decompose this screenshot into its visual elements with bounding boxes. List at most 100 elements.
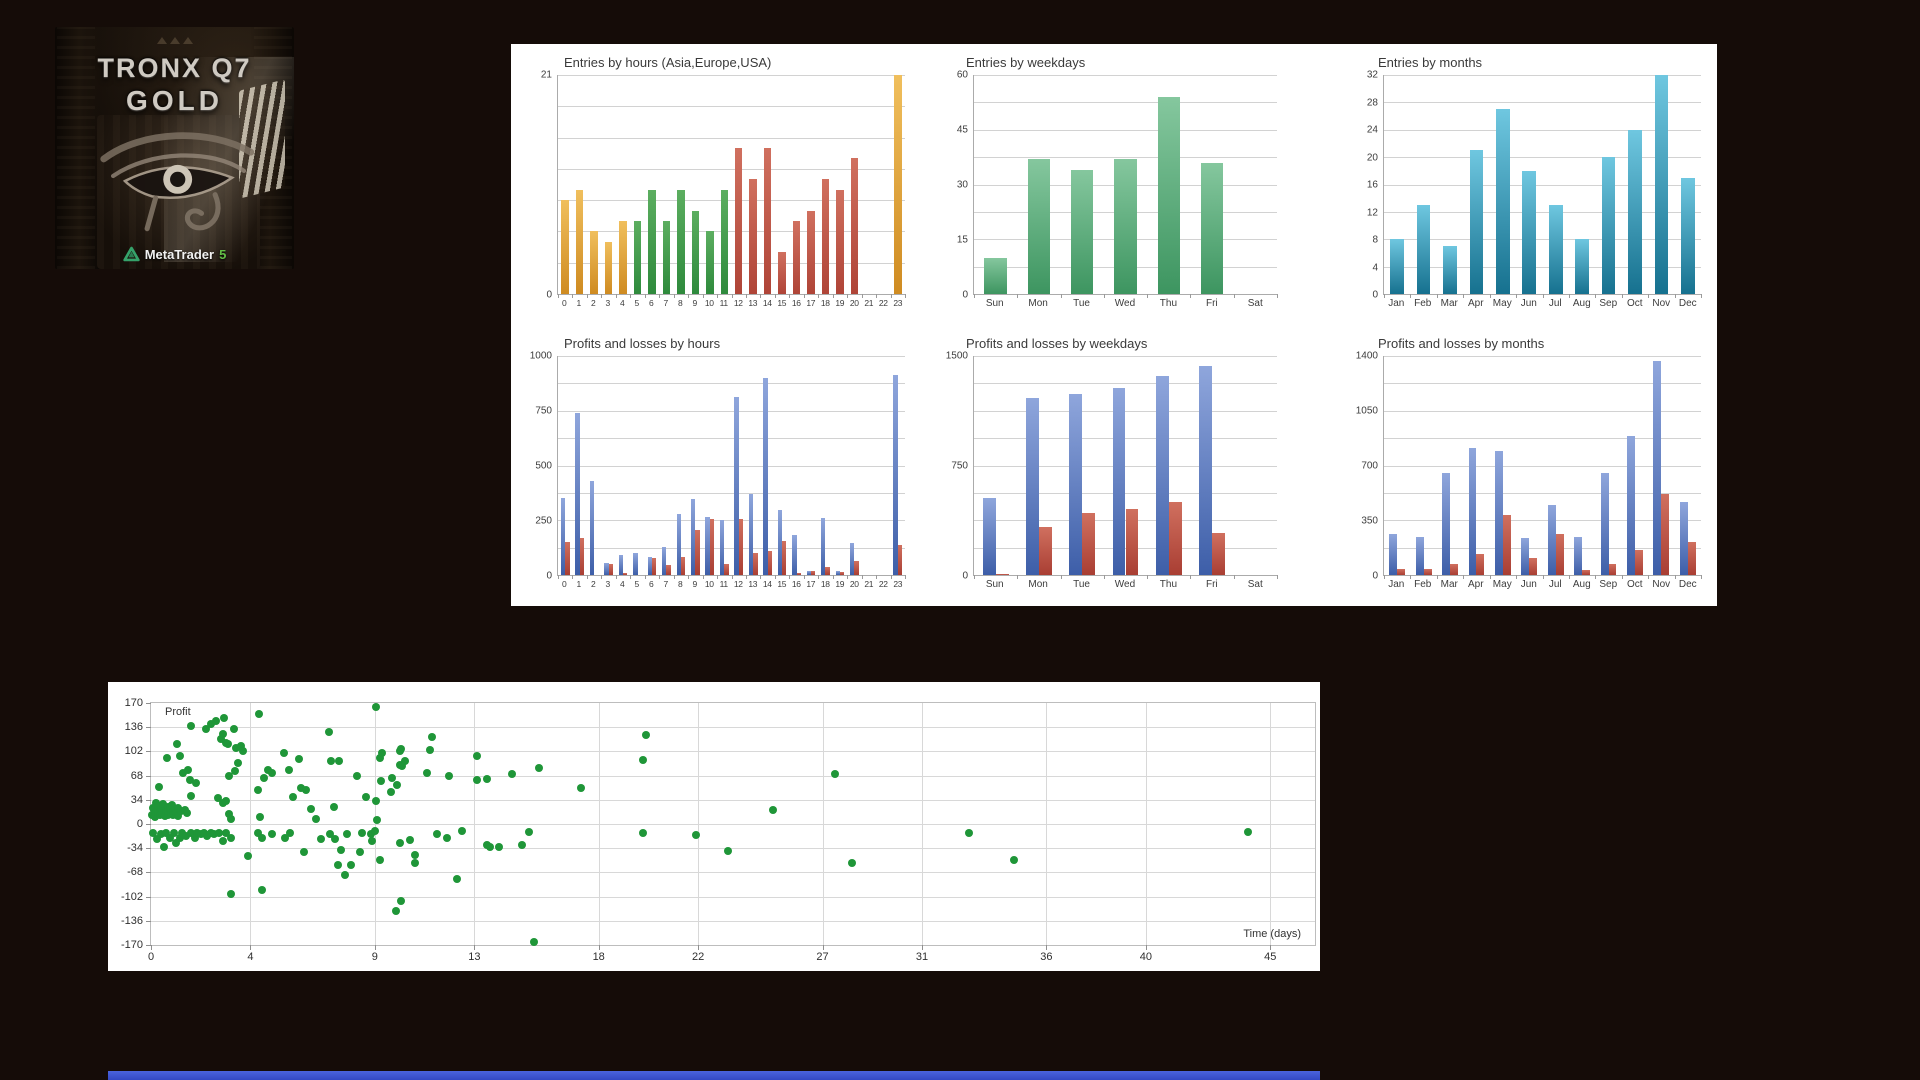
axis-tick xyxy=(803,575,805,579)
grid-line xyxy=(558,438,905,440)
x-axis-label: 12 xyxy=(733,579,743,589)
axis-tick xyxy=(146,945,151,946)
chart-pl-by-weekdays: Profits and losses by weekdays 1500 750 0 … xyxy=(935,325,1321,606)
scatter-point xyxy=(347,860,356,869)
scatter-point xyxy=(253,828,262,837)
axis-tick xyxy=(1190,575,1192,579)
grid-line xyxy=(151,920,1315,922)
axis-tick xyxy=(1463,575,1465,579)
scatter-point xyxy=(411,859,420,868)
scatter-point xyxy=(185,775,194,784)
scatter-point xyxy=(535,764,543,773)
grid-line xyxy=(250,703,252,945)
scatter-point xyxy=(186,791,195,800)
y-axis-label: 45 xyxy=(956,124,968,136)
x-axis-label: 0 xyxy=(147,951,155,963)
left-column-decoration xyxy=(55,27,99,269)
scatter-point xyxy=(517,841,526,850)
axis-tick xyxy=(861,294,863,298)
chart-pl-by-months: Profits and losses by months 1400 1050 700… xyxy=(1321,325,1717,606)
scatter-point xyxy=(393,780,402,789)
scatter-point xyxy=(223,740,232,749)
scatter-point xyxy=(226,815,235,824)
axis-tick xyxy=(1463,294,1465,298)
axis-tick xyxy=(1410,575,1412,579)
axis-tick xyxy=(558,575,559,579)
profit-bar xyxy=(1155,376,1169,575)
bar xyxy=(575,189,584,294)
x-axis-label: 27 xyxy=(816,951,829,963)
scatter-point xyxy=(260,774,269,783)
scatter-point xyxy=(176,752,185,761)
loss-bar xyxy=(1608,564,1617,575)
x-axis-label: Feb xyxy=(1414,578,1432,590)
grid-line xyxy=(822,703,824,945)
axis-tick xyxy=(1568,294,1570,298)
x-axis-label: 4 xyxy=(247,951,254,963)
scatter-point xyxy=(355,848,364,857)
axis-tick xyxy=(146,775,151,777)
bar xyxy=(778,252,786,294)
x-axis-label: Fri xyxy=(1205,297,1218,309)
scatter-point xyxy=(398,762,407,771)
profit-bar xyxy=(618,555,624,575)
x-axis-label: Aug xyxy=(1572,297,1591,309)
axis-tick xyxy=(847,575,849,579)
bar xyxy=(1496,109,1510,294)
y-axis-label: 0 xyxy=(546,289,552,301)
scatter-point xyxy=(457,827,466,836)
grid-line xyxy=(1384,75,1701,76)
scatter-point xyxy=(410,850,419,859)
scatter-point xyxy=(211,716,220,725)
scatter-point xyxy=(343,829,352,838)
scatter-point xyxy=(181,832,190,841)
loss-bar xyxy=(565,542,570,575)
axis-tick xyxy=(558,294,559,298)
x-axis-label: May xyxy=(1492,297,1512,309)
y-axis-label: -102 xyxy=(120,890,143,903)
bar xyxy=(1575,239,1589,294)
bottom-window-edge xyxy=(108,1071,1320,1080)
axis-tick xyxy=(1046,945,1048,950)
scatter-point xyxy=(231,743,240,752)
grid-line xyxy=(974,157,1277,159)
axis-tick xyxy=(789,294,791,298)
grid-line xyxy=(558,106,905,108)
axis-tick xyxy=(146,727,151,729)
profit-bar xyxy=(676,513,681,575)
loss-bar xyxy=(623,572,628,575)
bar xyxy=(734,148,743,294)
axis-tick xyxy=(630,575,632,579)
grid-line xyxy=(1384,520,1701,522)
scatter-point xyxy=(1243,827,1252,836)
plot-area xyxy=(1383,356,1702,579)
axis-tick xyxy=(1060,575,1062,579)
bar xyxy=(1628,129,1642,294)
axis-tick xyxy=(1436,294,1438,298)
loss-bar xyxy=(695,530,700,575)
scatter-point xyxy=(175,833,184,842)
plot-area xyxy=(557,356,906,579)
chart-title: Profits and losses by weekdays xyxy=(966,336,1148,351)
loss-bar xyxy=(579,537,585,575)
axis-tick xyxy=(146,920,151,922)
scatter-point xyxy=(396,745,405,754)
x-axis-label: Mon xyxy=(1028,578,1048,590)
scatter-point xyxy=(183,808,192,817)
bar xyxy=(763,148,772,294)
loss-bar xyxy=(608,564,613,575)
scatter-point xyxy=(162,828,171,837)
axis-tick xyxy=(644,294,646,298)
x-axis-label: 8 xyxy=(678,579,683,589)
y-axis-label: 20 xyxy=(1366,152,1378,163)
y-axis-label: 32 xyxy=(1366,69,1378,81)
x-axis-label: 18 xyxy=(820,579,830,589)
axis-tick xyxy=(598,945,600,950)
scatter-point xyxy=(307,805,316,814)
scatter-point xyxy=(370,827,379,836)
axis-tick xyxy=(1384,575,1385,579)
scatter-point xyxy=(216,735,225,744)
loss-bar xyxy=(724,563,729,575)
chart-title: Entries by months xyxy=(1378,55,1483,70)
x-axis: 0 1 2 3 4 5 6 7 8 9 10 11 12 13 14 15 16 17 18 19 20 21 22 23 xyxy=(511,295,905,311)
